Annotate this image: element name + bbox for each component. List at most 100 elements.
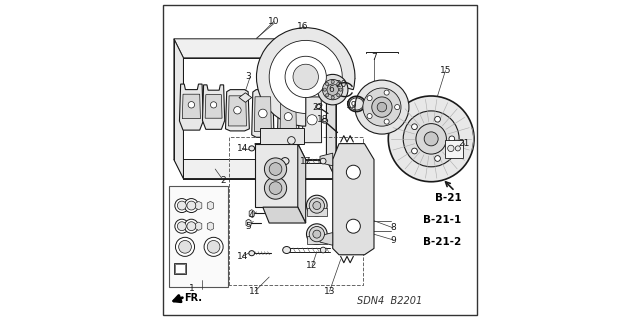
Circle shape bbox=[285, 56, 326, 98]
Polygon shape bbox=[333, 144, 374, 255]
Circle shape bbox=[293, 64, 319, 90]
Text: 10: 10 bbox=[268, 17, 280, 26]
Bar bbox=[307, 208, 327, 216]
Circle shape bbox=[384, 90, 389, 95]
Text: 4: 4 bbox=[249, 211, 255, 219]
Ellipse shape bbox=[309, 198, 324, 213]
Polygon shape bbox=[246, 219, 251, 227]
Circle shape bbox=[177, 222, 186, 231]
Circle shape bbox=[331, 80, 334, 83]
Wedge shape bbox=[269, 41, 342, 114]
Circle shape bbox=[207, 241, 220, 253]
Circle shape bbox=[326, 82, 329, 85]
Text: B-21: B-21 bbox=[435, 193, 461, 203]
Polygon shape bbox=[195, 222, 202, 230]
Ellipse shape bbox=[307, 195, 327, 216]
Circle shape bbox=[284, 113, 292, 121]
Circle shape bbox=[337, 94, 340, 97]
Text: 5: 5 bbox=[246, 222, 252, 231]
Polygon shape bbox=[205, 95, 222, 118]
Circle shape bbox=[234, 107, 241, 114]
Circle shape bbox=[447, 145, 454, 152]
Circle shape bbox=[395, 105, 400, 110]
Circle shape bbox=[317, 74, 348, 105]
Circle shape bbox=[363, 88, 401, 126]
Ellipse shape bbox=[313, 230, 321, 238]
Circle shape bbox=[287, 137, 295, 144]
Circle shape bbox=[175, 219, 189, 233]
Polygon shape bbox=[320, 153, 333, 166]
Ellipse shape bbox=[320, 247, 326, 253]
Text: 16: 16 bbox=[297, 22, 308, 31]
Ellipse shape bbox=[313, 202, 321, 210]
Text: SDN4  B2201: SDN4 B2201 bbox=[357, 296, 422, 306]
Text: 7: 7 bbox=[371, 53, 377, 62]
Circle shape bbox=[175, 237, 195, 256]
Polygon shape bbox=[255, 144, 306, 160]
Circle shape bbox=[204, 237, 223, 256]
Bar bbox=[175, 264, 185, 272]
Circle shape bbox=[435, 116, 440, 122]
Text: 17: 17 bbox=[300, 157, 312, 166]
Circle shape bbox=[187, 222, 196, 231]
Text: 19: 19 bbox=[346, 101, 358, 110]
Circle shape bbox=[259, 109, 267, 118]
Text: 11: 11 bbox=[249, 287, 260, 296]
Ellipse shape bbox=[307, 224, 327, 244]
Circle shape bbox=[424, 132, 438, 146]
Circle shape bbox=[372, 97, 392, 117]
Ellipse shape bbox=[322, 118, 328, 123]
Circle shape bbox=[346, 219, 360, 233]
Circle shape bbox=[327, 84, 339, 95]
Text: 3: 3 bbox=[246, 72, 252, 81]
Circle shape bbox=[355, 80, 409, 134]
Circle shape bbox=[269, 163, 282, 175]
Circle shape bbox=[455, 146, 460, 151]
Circle shape bbox=[337, 82, 340, 85]
Text: 22: 22 bbox=[313, 103, 324, 112]
Polygon shape bbox=[303, 97, 321, 143]
Circle shape bbox=[384, 119, 389, 124]
Polygon shape bbox=[260, 128, 304, 144]
Circle shape bbox=[175, 198, 189, 212]
Polygon shape bbox=[280, 101, 296, 134]
Wedge shape bbox=[257, 28, 355, 126]
Polygon shape bbox=[174, 39, 184, 179]
Text: 1: 1 bbox=[189, 284, 195, 293]
Ellipse shape bbox=[309, 226, 324, 242]
Circle shape bbox=[403, 111, 459, 167]
Circle shape bbox=[367, 96, 372, 101]
Bar bbox=[445, 140, 463, 158]
Polygon shape bbox=[278, 94, 299, 139]
Circle shape bbox=[307, 115, 317, 125]
Circle shape bbox=[435, 156, 440, 161]
Text: FR.: FR. bbox=[184, 293, 202, 303]
Text: 21: 21 bbox=[459, 139, 470, 148]
Text: 2: 2 bbox=[220, 176, 226, 185]
Circle shape bbox=[331, 96, 334, 99]
Polygon shape bbox=[207, 222, 214, 230]
Polygon shape bbox=[326, 39, 336, 179]
Circle shape bbox=[346, 165, 360, 179]
Ellipse shape bbox=[316, 104, 321, 109]
Circle shape bbox=[179, 241, 191, 253]
Polygon shape bbox=[249, 210, 254, 217]
Bar bbox=[174, 263, 186, 274]
Circle shape bbox=[269, 182, 282, 195]
Bar bbox=[169, 187, 228, 286]
Text: 6: 6 bbox=[328, 85, 334, 94]
Polygon shape bbox=[174, 160, 336, 179]
Text: 9: 9 bbox=[390, 236, 396, 245]
Polygon shape bbox=[255, 144, 298, 207]
Polygon shape bbox=[298, 144, 306, 223]
Circle shape bbox=[416, 123, 447, 154]
Text: 14: 14 bbox=[237, 144, 248, 153]
Circle shape bbox=[326, 94, 329, 97]
Polygon shape bbox=[228, 96, 246, 126]
Text: B-21-2: B-21-2 bbox=[423, 237, 461, 247]
Circle shape bbox=[264, 158, 287, 180]
Text: 12: 12 bbox=[307, 261, 317, 271]
Circle shape bbox=[412, 148, 417, 154]
Polygon shape bbox=[182, 94, 200, 119]
Circle shape bbox=[177, 201, 186, 210]
